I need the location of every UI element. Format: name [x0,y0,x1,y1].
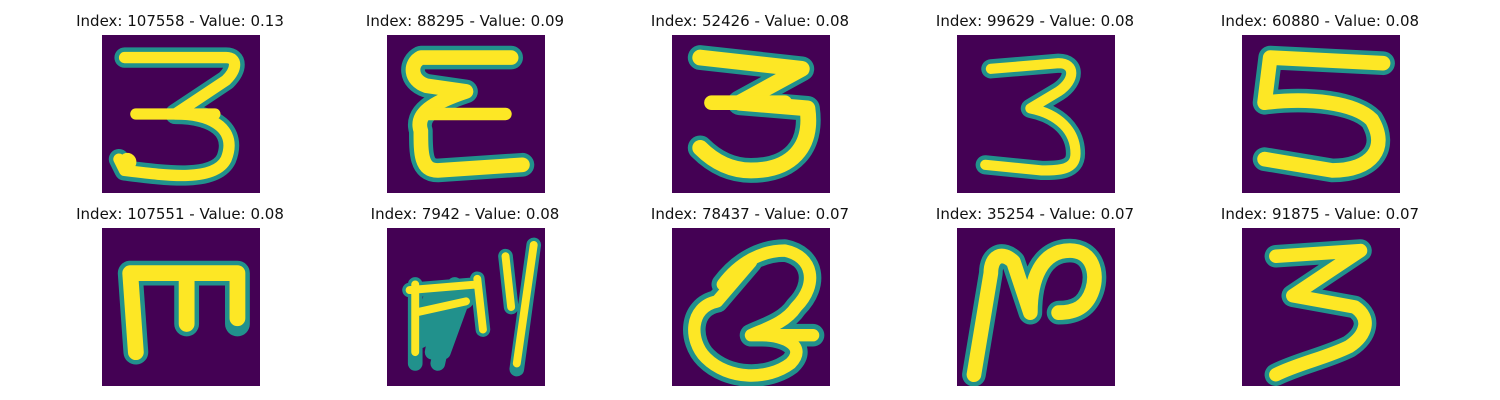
digit-image [957,35,1115,193]
glyph-digit-3-bold [672,35,830,193]
digit-image [387,228,545,386]
glyph-letter-n-shape [957,228,1115,386]
glyph-digit-3-with-tail [102,35,260,193]
panel-title: Index: 60880 - Value: 0.08 [1200,12,1440,30]
glyph-letter-E-rotated [102,228,260,386]
panel-title: Index: 78437 - Value: 0.07 [630,205,870,223]
digit-image [102,228,260,386]
digit-image [387,35,545,193]
digit-image [102,35,260,193]
glyph-digit-3 [957,35,1115,193]
glyph-scribble [387,228,545,386]
glyph-epsilon-like-3 [387,35,545,193]
panel-title: Index: 107551 - Value: 0.08 [60,205,300,223]
panel-title: Index: 99629 - Value: 0.08 [915,12,1155,30]
panel-title: Index: 107558 - Value: 0.13 [60,12,300,30]
panel-title: Index: 91875 - Value: 0.07 [1200,205,1440,223]
digit-image [672,35,830,193]
digit-image [672,228,830,386]
digit-image [957,228,1115,386]
glyph-digit-5 [1242,35,1400,193]
panel-title: Index: 52426 - Value: 0.08 [630,12,870,30]
glyph-loop-shape [672,228,830,386]
panel-title: Index: 7942 - Value: 0.08 [345,205,585,223]
panel-title: Index: 35254 - Value: 0.07 [915,205,1155,223]
digit-image [1242,35,1400,193]
panel-title: Index: 88295 - Value: 0.09 [345,12,585,30]
glyph-digit-3-angular [1242,228,1400,386]
digit-image [1242,228,1400,386]
